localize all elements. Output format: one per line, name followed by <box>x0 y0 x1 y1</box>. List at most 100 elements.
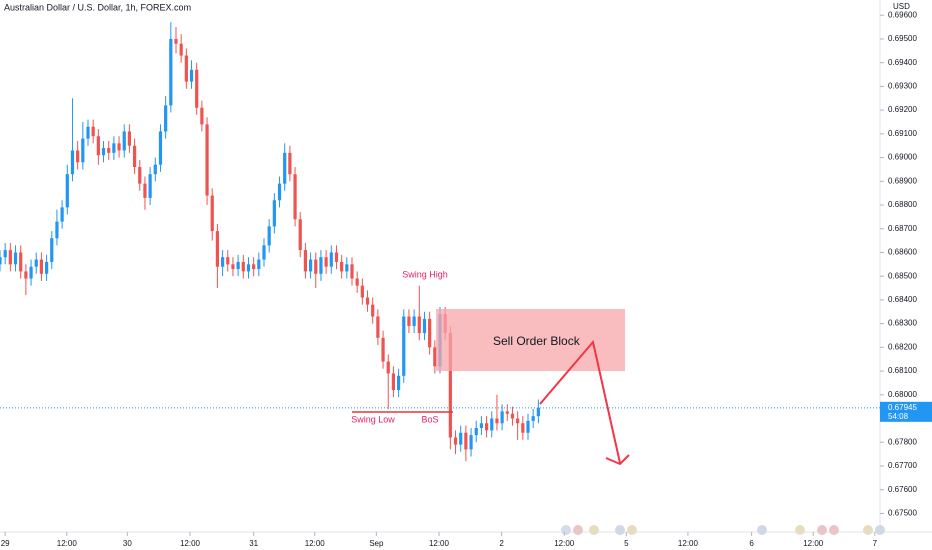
candle-body <box>169 38 173 106</box>
candle-body <box>189 69 194 82</box>
candle-body <box>143 183 147 198</box>
y-tick-label: 0.68500 <box>888 271 917 280</box>
candle-body <box>96 136 100 156</box>
candle-body <box>210 195 214 232</box>
candle-body <box>334 252 339 262</box>
candle-body <box>60 207 64 222</box>
candle-body <box>350 264 354 279</box>
x-tick-label: 2 <box>499 539 504 548</box>
candle-body <box>19 252 23 272</box>
candle-body <box>474 427 478 436</box>
candle-body <box>428 318 432 348</box>
candle-body <box>195 69 199 108</box>
x-tick-label: 12:00 <box>305 539 326 548</box>
candle-body <box>158 131 163 165</box>
x-tick-label: 5 <box>624 539 629 548</box>
candle-body <box>8 250 12 265</box>
candle-body <box>521 423 525 433</box>
y-tick-label: 0.69500 <box>888 34 917 43</box>
candle-body <box>283 152 287 184</box>
candle-body <box>246 264 251 272</box>
x-tick-label: 12:00 <box>803 539 824 548</box>
event-icon <box>573 525 583 535</box>
candle-body <box>179 43 183 56</box>
candle-body <box>510 413 515 419</box>
arrow-head <box>605 454 630 466</box>
y-tick-label: 0.67800 <box>888 437 917 446</box>
y-tick-label: 0.69300 <box>888 82 917 91</box>
y-tick-label: 0.69600 <box>888 10 917 19</box>
candle-body <box>0 257 2 265</box>
candle-body <box>226 257 230 265</box>
y-tick-label: 0.69200 <box>888 105 917 114</box>
candle-body <box>277 183 282 201</box>
y-tick-label: 0.67600 <box>888 485 917 494</box>
plot <box>0 22 540 462</box>
candle-body <box>407 316 411 326</box>
y-tick-label: 0.68200 <box>888 342 917 351</box>
candle-body <box>267 226 271 246</box>
candle-body <box>127 131 132 146</box>
candle-body <box>381 337 385 362</box>
event-icon <box>589 525 599 535</box>
candle-body <box>536 407 540 417</box>
candle-body <box>101 148 106 156</box>
event-icon <box>863 525 873 535</box>
candle-body <box>24 271 28 279</box>
candle-body <box>257 259 261 270</box>
candle-body <box>138 167 142 184</box>
x-tick-label: 12:00 <box>429 539 450 548</box>
candle-body <box>205 124 209 196</box>
candle-body <box>453 437 458 445</box>
candle-body <box>50 238 54 262</box>
candle-body <box>479 423 484 428</box>
candle-body <box>34 259 38 267</box>
x-tick-label: 12:00 <box>57 539 78 548</box>
candle-body <box>107 148 111 153</box>
event-icons <box>561 525 885 535</box>
candle-body <box>505 411 509 414</box>
candle-body <box>3 250 7 258</box>
x-tick-label: 12:00 <box>180 539 201 548</box>
x-tick-label: 31 <box>249 539 258 548</box>
x-tick-label: 29 <box>1 539 10 548</box>
candle-body <box>303 250 308 272</box>
symbol-title: Australian Dollar / U.S. Dollar, 1h, FOR… <box>4 2 191 12</box>
candle-body <box>314 259 318 274</box>
candle-body <box>402 316 406 376</box>
y-tick-label: 0.67500 <box>888 509 917 518</box>
candle-body <box>412 316 416 326</box>
candle-body <box>531 416 535 421</box>
swing-low-label: Swing Low <box>351 414 395 424</box>
x-tick-label: 7 <box>873 539 878 548</box>
y-tick-label: 0.69000 <box>888 153 917 162</box>
candle-body <box>55 221 59 239</box>
candle-body <box>288 152 292 175</box>
candle-body <box>448 333 452 438</box>
y-tick-label: 0.68700 <box>888 224 917 233</box>
candle-body <box>76 150 80 163</box>
last-price-box <box>880 401 932 422</box>
candle-body <box>117 143 121 151</box>
event-icon <box>561 525 571 535</box>
candle-body <box>86 126 90 139</box>
candle-body <box>360 285 364 298</box>
candle-body <box>29 266 33 279</box>
event-icon <box>817 525 827 535</box>
last-price-label: 0.67945 <box>888 403 917 412</box>
candle-body <box>464 432 468 450</box>
candle-body <box>293 174 297 220</box>
candle-body <box>516 418 520 424</box>
x-tick-label: 6 <box>749 539 754 548</box>
bos-label: BoS <box>421 414 438 424</box>
candle-body <box>376 316 380 338</box>
event-icon <box>795 525 805 535</box>
y-tick-label: 0.68100 <box>888 366 917 375</box>
y-tick-label: 0.69400 <box>888 58 917 67</box>
candle-body <box>184 55 188 82</box>
candle-body <box>371 304 375 317</box>
candle-body <box>500 411 504 424</box>
y-tick-label: 0.67700 <box>888 461 917 470</box>
y-tick-label: 0.68300 <box>888 319 917 328</box>
